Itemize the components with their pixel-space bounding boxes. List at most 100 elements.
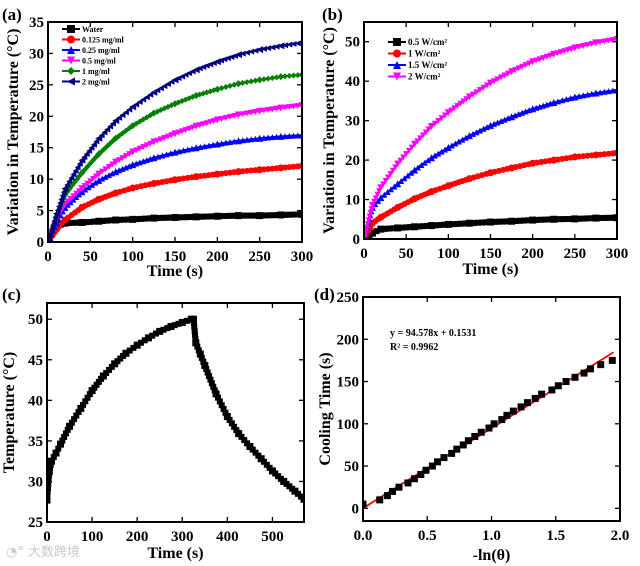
- data-point: [531, 394, 539, 402]
- marker-fill: [218, 213, 225, 220]
- marker-fill: [222, 409, 229, 416]
- marker-fill: [180, 214, 187, 221]
- marker-fill: [441, 146, 448, 153]
- marker-fill: [239, 212, 246, 219]
- data-point: [78, 169, 86, 177]
- legend-marker: [67, 35, 75, 44]
- marker-fill: [116, 216, 123, 223]
- marker-fill: [66, 178, 73, 185]
- marker-fill: [382, 177, 389, 184]
- data-point: [223, 413, 231, 421]
- legend-label: 0.125 mg/ml: [82, 36, 125, 45]
- marker-fill: [248, 78, 255, 85]
- marker-fill: [52, 214, 59, 221]
- y-axis-title: Cooling Time (s): [317, 352, 334, 465]
- marker-fill: [457, 220, 464, 227]
- marker-fill: [364, 228, 369, 235]
- x-tick-label: 1.5: [546, 528, 565, 544]
- marker-fill: [155, 214, 162, 221]
- marker-fill: [133, 101, 140, 108]
- legend-marker: [393, 72, 401, 81]
- marker-fill: [463, 96, 470, 103]
- data-point: [235, 111, 242, 119]
- x-tick-label: 200: [126, 529, 149, 545]
- marker-fill: [82, 398, 89, 405]
- marker-fill: [183, 317, 190, 324]
- data-point: [192, 213, 200, 221]
- marker-fill: [175, 320, 182, 327]
- marker-fill: [453, 220, 460, 227]
- marker-fill: [286, 72, 293, 79]
- data-point: [192, 173, 200, 181]
- marker-fill: [75, 409, 82, 416]
- marker-fill: [457, 100, 464, 107]
- marker-fill: [405, 147, 412, 154]
- data-point: [485, 424, 493, 432]
- marker-fill: [206, 373, 213, 380]
- data-point: [156, 327, 164, 335]
- legend-marker: [67, 56, 75, 65]
- marker-fill: [214, 394, 221, 401]
- marker-fill: [387, 171, 394, 178]
- legend-label: 1.5 W/cm²: [408, 60, 447, 70]
- marker-fill: [483, 219, 490, 226]
- x-tick-label: 50: [83, 249, 98, 265]
- data-point: [395, 483, 403, 491]
- marker-fill: [294, 211, 301, 218]
- data-point: [410, 475, 418, 483]
- x-tick-label: 200: [521, 246, 544, 262]
- y-tick-label: 0: [37, 235, 45, 251]
- marker-fill: [435, 150, 442, 157]
- data-point: [427, 222, 435, 230]
- data-point: [548, 386, 556, 394]
- data-point: [368, 229, 376, 237]
- marker-fill: [59, 192, 66, 199]
- marker-fill: [265, 75, 272, 82]
- marker-fill: [294, 40, 301, 47]
- y-tick-label: 10: [29, 172, 44, 188]
- marker-fill: [119, 155, 126, 162]
- data-point: [129, 215, 137, 223]
- x-tick-label: 100: [121, 249, 144, 265]
- plot-area: [364, 35, 617, 239]
- data-point: [77, 404, 85, 412]
- marker-fill: [201, 213, 208, 220]
- chart-panel-b: (b) 0 50 100 150 200 250 300 0 10 20 30 40 50 Time (s)…: [321, 5, 628, 278]
- marker-fill: [222, 115, 229, 122]
- data-point: [554, 382, 562, 390]
- marker-fill: [87, 178, 94, 185]
- marker-fill: [282, 211, 289, 218]
- data-point: [471, 432, 479, 440]
- marker-fill: [179, 128, 186, 135]
- x-tick-label: 150: [479, 246, 502, 262]
- marker-fill: [448, 107, 455, 114]
- marker-fill: [204, 369, 211, 376]
- x-tick-label: 250: [248, 249, 271, 265]
- y-tick-label: 30: [345, 114, 360, 130]
- data-point: [592, 89, 600, 97]
- marker-fill: [47, 476, 52, 483]
- marker-fill: [184, 214, 191, 221]
- data-point: [150, 109, 158, 117]
- data-point: [171, 76, 179, 84]
- data-point: [88, 387, 96, 395]
- marker-fill: [517, 217, 524, 224]
- data-point: [196, 350, 204, 358]
- marker-fill: [455, 138, 462, 145]
- marker-fill: [70, 219, 77, 226]
- data-point: [57, 440, 65, 448]
- data-point: [201, 361, 209, 369]
- data-point: [144, 334, 152, 342]
- data-point: [235, 80, 242, 88]
- marker-fill: [252, 109, 259, 116]
- marker-fill: [74, 164, 81, 171]
- marker-fill: [126, 125, 133, 132]
- marker-fill: [136, 145, 143, 152]
- marker-fill: [61, 433, 68, 440]
- marker-fill: [70, 193, 77, 200]
- marker-fill: [452, 140, 459, 147]
- marker-fill: [401, 175, 408, 182]
- legend-marker: [67, 67, 75, 75]
- y-tick-label: 25: [29, 78, 44, 94]
